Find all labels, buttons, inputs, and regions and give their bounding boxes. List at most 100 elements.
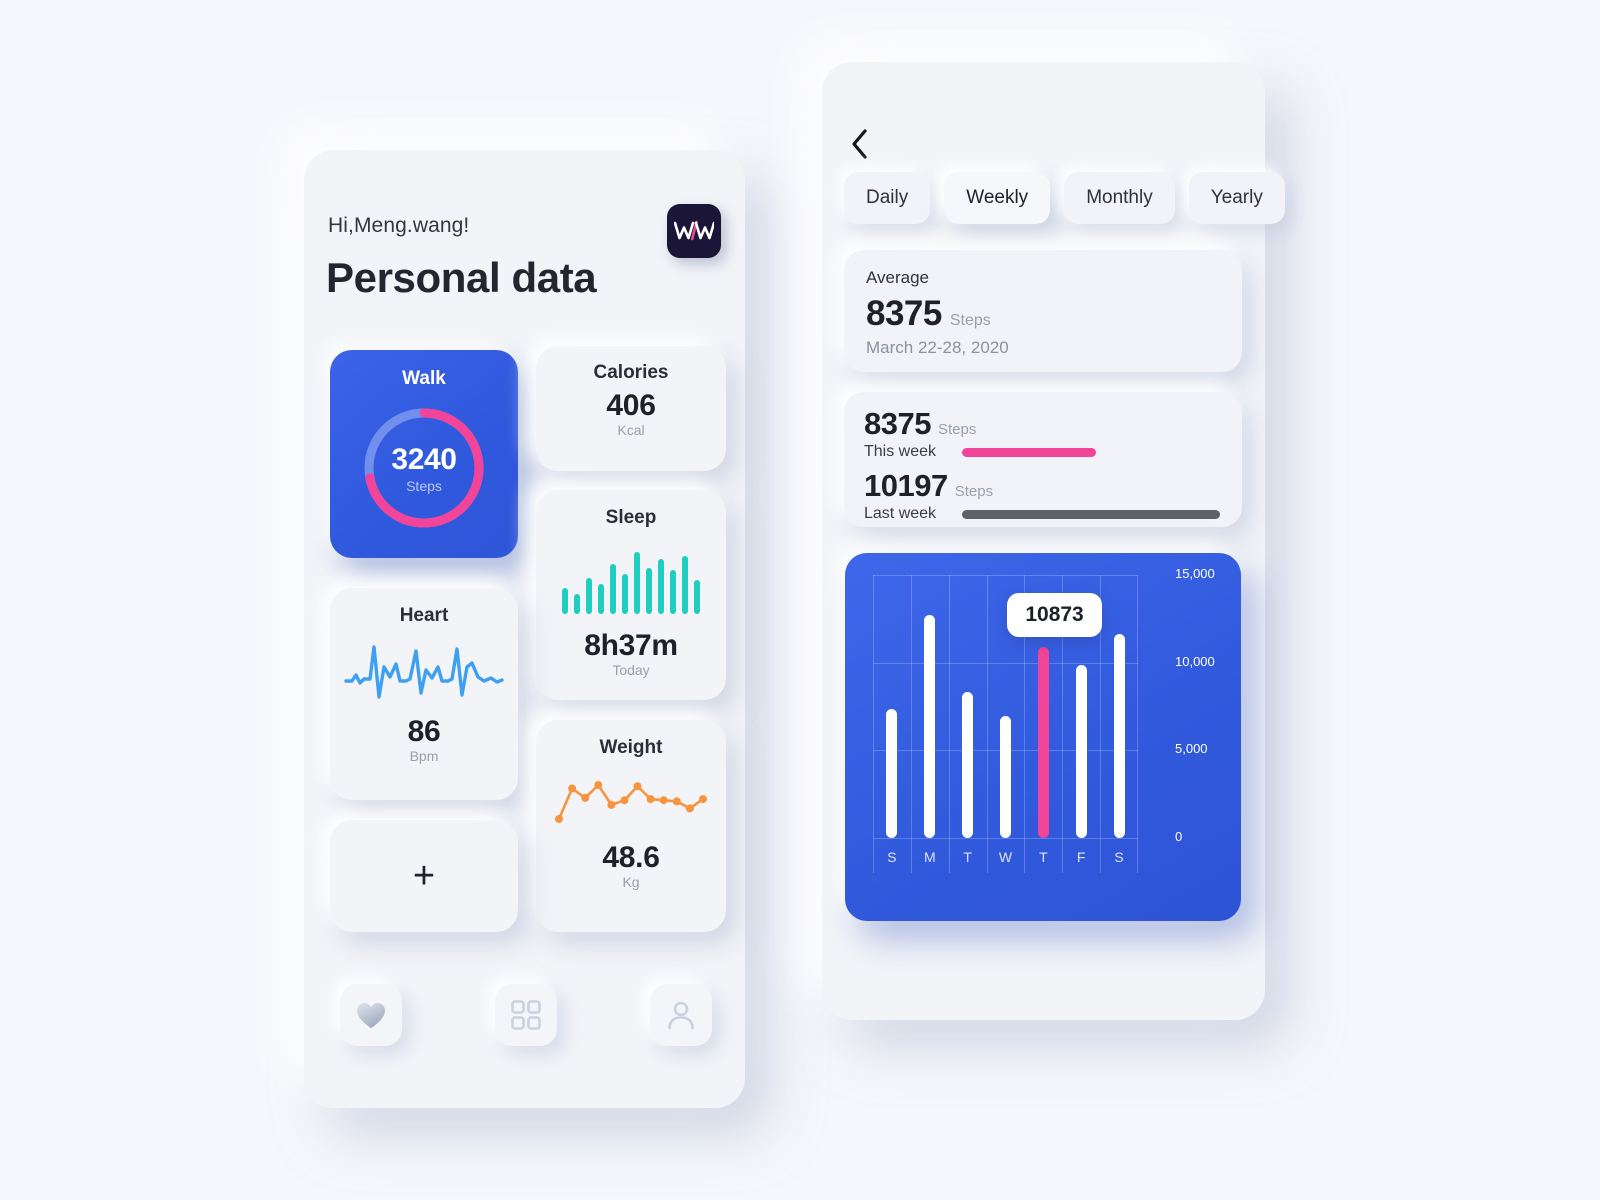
heart-card[interactable]: Heart 86 Bpm [330,588,518,800]
sleep-value: 8h37m [584,629,678,662]
week-comparison-card: 8375 Steps This week 10197 Steps Last we… [844,392,1242,527]
sleep-bar [610,564,616,614]
average-label: Average [866,268,930,287]
calories-card[interactable]: Calories 406 Kcal [536,346,726,471]
tab-monthly[interactable]: Monthly [1064,172,1175,224]
chart-x-tick-label: M [923,849,936,865]
chart-inner: 0 5,000 10,000 15,000 S M T W T F S 10873 [845,553,1241,921]
sleep-bar [682,556,688,614]
chart-y-tick-label: 0 [1175,829,1183,844]
tab-yearly[interactable]: Yearly [1188,172,1285,224]
ring-icon [364,408,484,528]
chart-gridline-vertical [1024,575,1026,873]
average-date-range: March 22-28, 2020 [866,338,1009,357]
chart-gridline-vertical [1100,575,1102,873]
chart-bar[interactable] [1000,716,1011,838]
chart-x-tick-label: S [1114,849,1124,865]
weekly-steps-chart-card[interactable]: 0 5,000 10,000 15,000 S M T W T F S 10873 [845,553,1241,921]
chart-bar[interactable] [886,708,898,838]
this-week-label: This week [864,443,937,460]
sleep-bar [562,588,568,614]
weight-unit: Kg [622,874,640,890]
average-steps-card: Average 8375 Steps March 22-28, 2020 [844,250,1242,372]
chart-bar[interactable] [962,692,974,838]
logo-wm-icon [674,220,714,241]
sleep-card[interactable]: Sleep 8h37m Today [536,490,726,700]
heart-unit: Bpm [409,748,439,764]
chart-bar[interactable] [1075,665,1087,838]
average-value: 8375 [866,294,942,333]
page-title: Personal data [326,254,597,301]
chart-gridline-vertical [1137,575,1138,873]
walk-card-title: Walk [402,368,446,389]
back-button[interactable] [840,124,880,164]
ecg-waveform-icon [344,645,504,699]
last-week-value: 10197 [864,468,948,503]
this-week-bar-row: This week [864,443,1222,461]
sleep-bar [670,570,676,614]
heart-value: 86 [407,715,441,748]
sleep-bar [574,594,580,614]
chart-x-tick-label: W [998,849,1013,865]
sleep-bar [646,568,652,614]
chart-x-tick-label: T [963,849,972,865]
this-week-unit: Steps [937,421,977,438]
sleep-bar [598,584,604,614]
calories-unit: Kcal [617,422,645,438]
walk-unit: Steps [406,477,442,494]
greeting-text: Hi,Meng.wang! [328,214,470,237]
sleep-card-title: Sleep [605,507,657,528]
metric-card-grid: Walk 3240 Steps Calories 406 Kcal [326,346,726,932]
heart-icon [357,1002,385,1028]
weight-trend-line [557,783,705,821]
chart-bars [873,575,1138,838]
sleep-unit: Today [612,662,650,678]
average-unit: Steps [949,312,991,329]
nav-item-heart[interactable] [340,984,402,1046]
personal-data-screen: Hi,Meng.wang! Personal data Walk 32 [304,150,745,1108]
chart-tooltip: 10873 [1007,593,1102,637]
nav-item-profile[interactable] [650,984,712,1046]
weight-value: 48.6 [602,841,660,874]
walk-card[interactable]: Walk 3240 Steps [330,350,518,558]
weight-data-point [659,796,668,805]
chart-gridline-vertical [1062,575,1064,873]
sleep-bar [634,552,640,614]
this-week-progress-bar [962,447,1097,457]
sleep-bar [586,578,592,614]
chart-gridline-vertical [986,575,988,873]
last-week-progress-bar [962,509,1220,519]
chart-gridline-vertical [948,575,950,873]
this-week-value-row: 8375 Steps [864,406,1222,442]
add-metric-card[interactable]: + [330,820,518,932]
chart-y-tick-label: 5,000 [1175,741,1208,757]
weight-data-point [685,804,694,813]
average-value-row: 8375 Steps [866,294,1220,334]
last-week-value-row: 10197 Steps [864,468,1222,504]
weight-data-point [607,800,616,809]
person-icon [668,1001,694,1030]
weight-data-point [633,782,642,791]
chart-bar[interactable] [924,614,936,838]
chart-y-tick-label: 15,000 [1175,566,1215,581]
calories-value: 406 [606,389,656,422]
calories-card-title: Calories [593,362,669,383]
weight-data-point [581,793,590,802]
weight-data-point [672,797,681,806]
weight-card-title: Weight [599,737,663,758]
weight-card[interactable]: Weight 48.6 Kg [536,720,726,932]
bottom-navigation [328,984,722,1052]
walk-progress-ring: 3240 Steps [356,400,492,536]
tab-weekly[interactable]: Weekly [944,172,1051,224]
chart-x-tick-label: T [1039,849,1048,865]
tab-daily[interactable]: Daily [844,172,931,224]
heart-card-title: Heart [399,605,449,626]
brand-logo [667,204,721,258]
chart-bar[interactable] [1037,647,1049,838]
chart-bar[interactable] [1113,634,1125,838]
this-week-value: 8375 [864,406,931,441]
sleep-bar-chart [536,546,726,614]
nav-item-grid[interactable] [495,984,557,1046]
plus-icon: + [412,855,436,897]
